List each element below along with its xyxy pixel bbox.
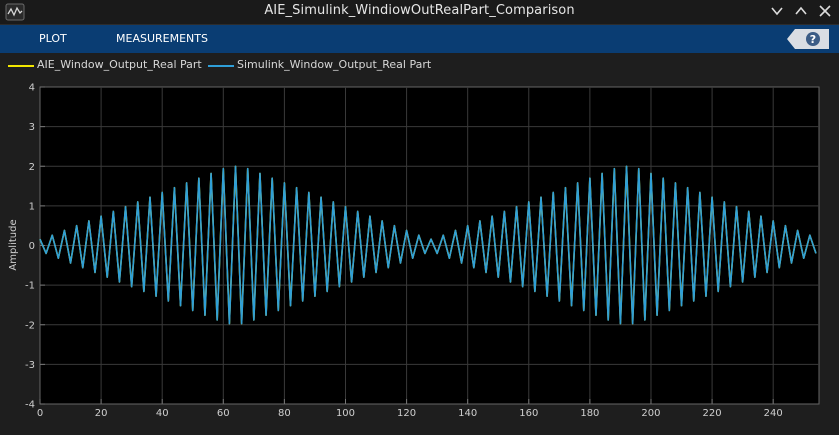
matlab-scope-icon: [5, 3, 25, 21]
y-tick-label: -3: [25, 360, 35, 371]
y-tick-label: -2: [25, 320, 35, 331]
x-tick-label: 240: [764, 408, 783, 419]
x-tick-label: 200: [641, 408, 660, 419]
series-lines: [39, 165, 817, 325]
x-tick-label: 60: [217, 408, 230, 419]
x-tick-label: 180: [580, 408, 599, 419]
y-tick-label: 1: [29, 201, 35, 212]
close-icon[interactable]: [818, 4, 832, 18]
y-tick-label: -4: [25, 400, 35, 411]
legend-swatch-simulink: [208, 65, 234, 67]
x-tick-label: 80: [278, 408, 291, 419]
legend-label-aie: AIE_Window_Output_Real Part: [37, 58, 202, 71]
tab-plot[interactable]: PLOT: [39, 32, 67, 45]
toolstrip: PLOT MEASUREMENTS ?: [0, 25, 839, 53]
chevron-down-icon[interactable]: [770, 4, 784, 18]
y-tick-label: -1: [25, 281, 35, 292]
y-tick-labels: 4 3 2 1 0 -1 -2 -3 -4: [25, 83, 35, 411]
y-axis-label: Amplitude: [8, 219, 19, 270]
x-tick-label: 140: [458, 408, 477, 419]
x-tick-label: 100: [336, 408, 355, 419]
y-tick-label: 0: [29, 241, 35, 252]
waveform-chart[interactable]: 4 3 2 1 0 -1 -2 -3 -4 0 20 40 60 80 100 120 140 160 180 20…: [0, 77, 839, 431]
x-tick-label: 40: [156, 408, 169, 419]
y-tick-label: 3: [29, 122, 35, 133]
x-tick-label: 0: [37, 408, 43, 419]
series-line-simulink: [39, 165, 817, 325]
x-tick-label: 220: [703, 408, 722, 419]
x-tick-label: 120: [397, 408, 416, 419]
x-tick-label: 20: [95, 408, 108, 419]
legend-item-aie[interactable]: AIE_Window_Output_Real Part: [8, 57, 202, 73]
svg-text:?: ?: [810, 33, 816, 46]
legend-item-simulink[interactable]: Simulink_Window_Output_Real Part: [208, 57, 432, 73]
y-tick-label: 2: [29, 162, 35, 173]
window-titlebar: AIE_Simulink_WindiowOutRealPart_Comparis…: [0, 0, 839, 25]
tab-measurements[interactable]: MEASUREMENTS: [116, 32, 208, 45]
x-tick-label: 160: [519, 408, 538, 419]
plot-area: 4 3 2 1 0 -1 -2 -3 -4 0 20 40 60 80 100 120 140 160 180 20…: [0, 77, 839, 431]
help-icon[interactable]: ?: [787, 29, 829, 49]
y-tick-label: 4: [29, 83, 35, 94]
chevron-up-icon[interactable]: [794, 4, 808, 18]
legend: AIE_Window_Output_Real Part Simulink_Win…: [0, 53, 839, 77]
legend-swatch-aie: [8, 65, 34, 67]
window-title: AIE_Simulink_WindiowOutRealPart_Comparis…: [264, 3, 575, 18]
legend-label-simulink: Simulink_Window_Output_Real Part: [237, 58, 432, 71]
x-tick-labels: 0 20 40 60 80 100 120 140 160 180 200 220 240: [37, 408, 783, 419]
